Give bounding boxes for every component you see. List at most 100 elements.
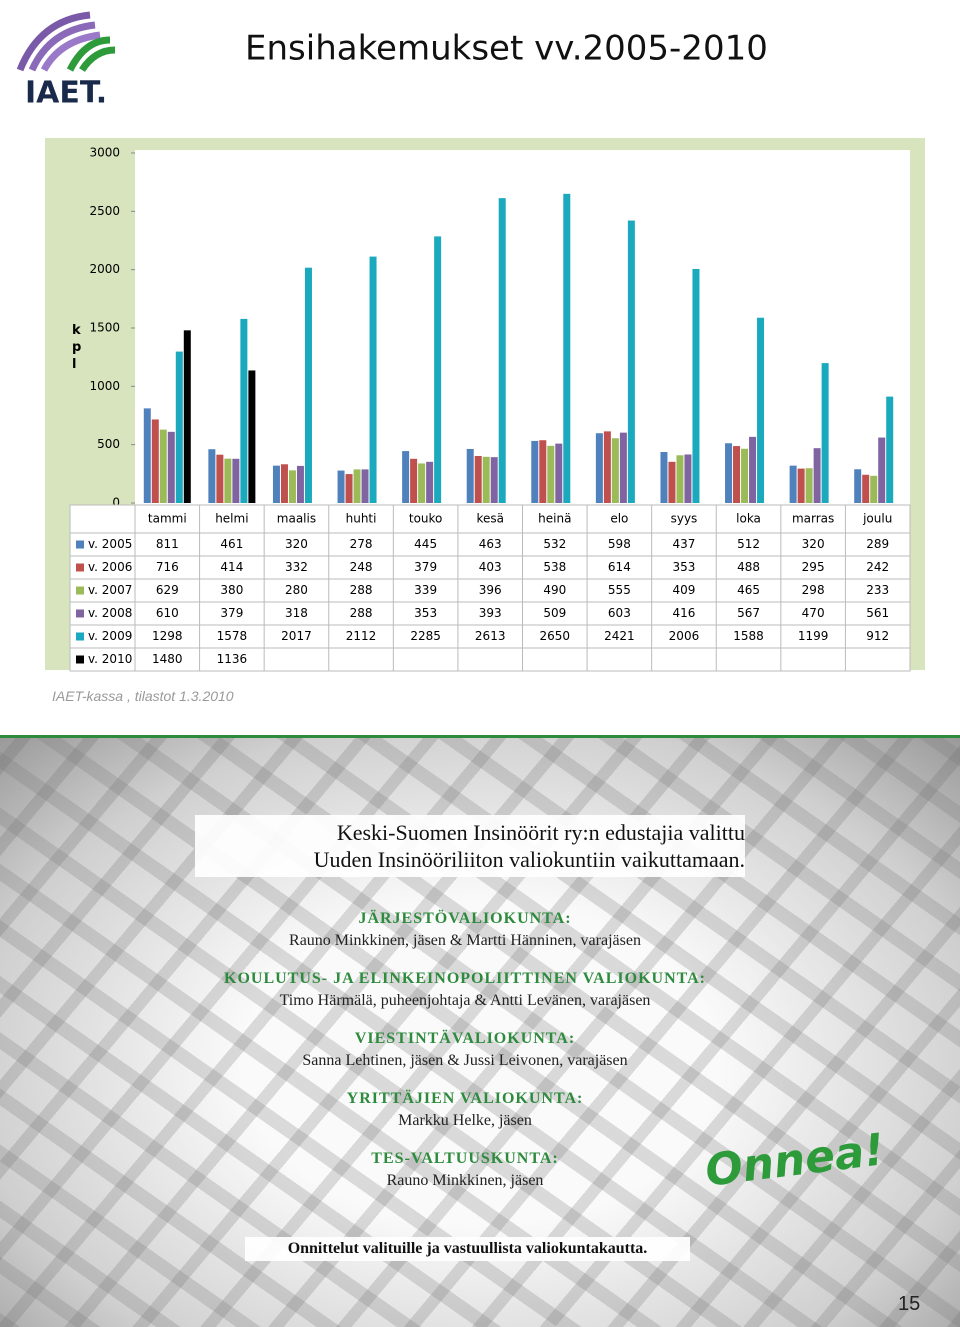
table-value: 1298 — [152, 629, 183, 643]
legend-label: v. 2005 — [88, 537, 132, 551]
table-value: 278 — [350, 537, 373, 551]
table-value: 288 — [350, 606, 373, 620]
table-value: 716 — [156, 560, 179, 574]
bar — [361, 469, 369, 503]
table-value: 490 — [543, 583, 566, 597]
x-tick-label: syys — [671, 512, 698, 526]
table-value: 610 — [156, 606, 179, 620]
bar — [684, 454, 692, 503]
intro: Keski-Suomen Insinöörit ry:n edustajia v… — [195, 815, 745, 877]
bar — [402, 451, 410, 503]
bar — [611, 438, 619, 503]
committee-members: Timo Härmälä, puheenjohtaja & Antti Levä… — [279, 992, 651, 1009]
bar — [345, 474, 353, 503]
y-tick-label: 3000 — [89, 146, 120, 160]
y-tick-label: 2500 — [89, 204, 120, 218]
bar — [434, 236, 442, 503]
table-value: 2285 — [410, 629, 441, 643]
bar — [304, 267, 312, 503]
table-value: 318 — [285, 606, 308, 620]
table-value: 488 — [737, 560, 760, 574]
bar — [797, 468, 805, 503]
bar — [668, 461, 676, 503]
y-tick-label: 1000 — [89, 379, 120, 393]
table-value: 461 — [220, 537, 243, 551]
table-value: 295 — [802, 560, 825, 574]
bar — [563, 193, 571, 504]
legend-label: v. 2007 — [88, 583, 132, 597]
bar — [296, 465, 304, 503]
bar — [692, 268, 700, 503]
table-value: 380 — [220, 583, 243, 597]
committee-members: Rauno Minkkinen, jäsen — [386, 1172, 544, 1189]
table-value: 233 — [866, 583, 889, 597]
legend-swatch — [76, 632, 84, 641]
table-value: 614 — [608, 560, 631, 574]
bar — [232, 458, 240, 503]
y-tick-label: 0 — [112, 496, 120, 510]
table-value: 1578 — [217, 629, 248, 643]
legend-swatch — [76, 540, 84, 549]
bar — [208, 449, 216, 503]
table-value: 1199 — [798, 629, 829, 643]
bar — [426, 461, 434, 503]
table-value: 512 — [737, 537, 760, 551]
legend-label: v. 2009 — [88, 629, 132, 643]
x-tick-label: huhti — [346, 512, 377, 526]
bar — [248, 370, 256, 503]
bar — [595, 433, 603, 503]
page-number: 15 — [898, 1293, 921, 1315]
committee-members: Rauno Minkkinen, jäsen & Martti Hänninen… — [289, 932, 641, 949]
table-value: 414 — [220, 560, 243, 574]
table-value: 629 — [156, 583, 179, 597]
table-value: 288 — [350, 583, 373, 597]
table-value: 509 — [543, 606, 566, 620]
bar — [482, 456, 490, 503]
bar — [878, 437, 886, 503]
page-title: Ensihakemukset vv.2005-2010 — [245, 29, 768, 69]
bar — [143, 408, 151, 503]
table-value: 1136 — [217, 652, 248, 666]
legend-swatch — [76, 655, 84, 664]
table-value: 538 — [543, 560, 566, 574]
table-value: 320 — [802, 537, 825, 551]
x-tick-label: helmi — [215, 512, 248, 526]
legend-label: v. 2010 — [88, 652, 132, 666]
committee-heading: YRITTÄJIEN VALIOKUNTA: — [346, 1090, 584, 1107]
bar — [410, 458, 418, 503]
x-tick-label: marras — [792, 512, 834, 526]
table-value: 332 — [285, 560, 308, 574]
table-value: 379 — [220, 606, 243, 620]
bar — [240, 318, 248, 503]
bar — [725, 443, 733, 503]
logo-text: IAET. — [25, 76, 107, 111]
y-tick-label: 1500 — [89, 321, 120, 335]
table-value: 912 — [866, 629, 889, 643]
committee-heading: KOULUTUS- JA ELINKEINOPOLIITTINEN VALIOK… — [224, 970, 706, 987]
table-value: 470 — [802, 606, 825, 620]
bar — [627, 220, 635, 504]
bar — [288, 470, 296, 503]
bar — [167, 431, 175, 503]
bar — [862, 474, 870, 503]
intro-line: Keski-Suomen Insinöörit ry:n edustajia v… — [336, 820, 745, 845]
bar — [490, 457, 498, 503]
x-tick-label: maalis — [277, 512, 316, 526]
table-value: 555 — [608, 583, 631, 597]
bar — [676, 455, 684, 503]
table-value: 339 — [414, 583, 437, 597]
table-value: 409 — [673, 583, 696, 597]
table-value: 2017 — [281, 629, 312, 643]
table-value: 393 — [479, 606, 502, 620]
bar — [733, 446, 741, 503]
table-value: 811 — [156, 537, 179, 551]
x-tick-label: touko — [409, 512, 443, 526]
legend-label: v. 2006 — [88, 560, 132, 574]
bar — [272, 465, 280, 503]
table-value: 248 — [350, 560, 373, 574]
legend-swatch — [76, 609, 84, 618]
table-value: 2112 — [346, 629, 377, 643]
bar — [660, 452, 668, 503]
legend-label: v. 2008 — [88, 606, 132, 620]
